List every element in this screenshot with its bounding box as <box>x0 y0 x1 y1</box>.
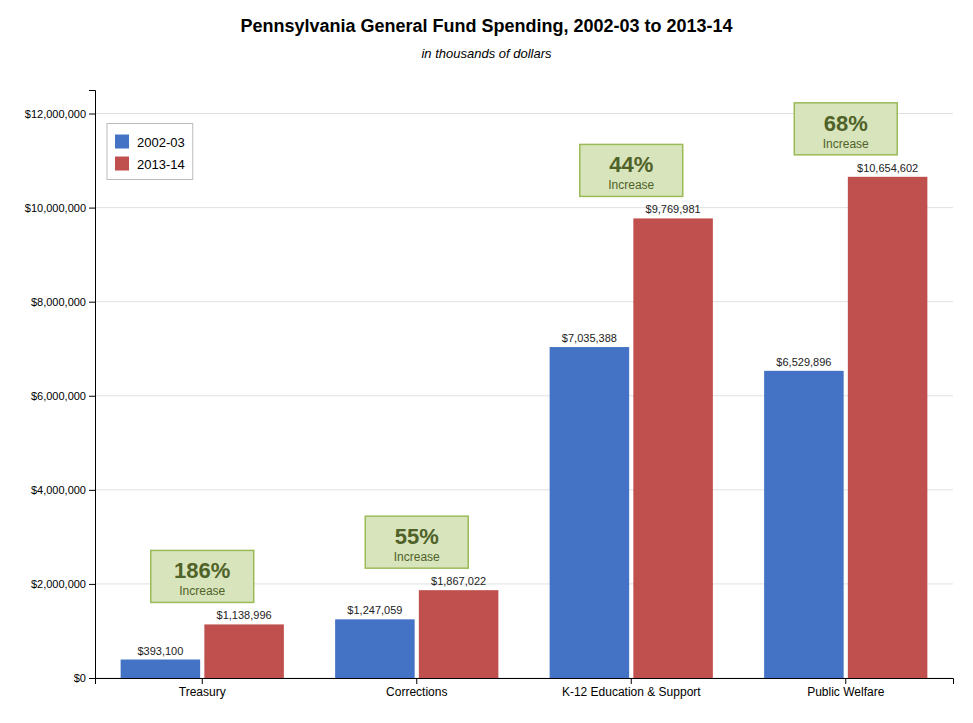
annotation-box <box>365 516 468 568</box>
x-tick-mark <box>631 678 632 684</box>
legend-label: 2002-03 <box>137 135 185 150</box>
y-tick-label: $2,000,000 <box>31 578 86 590</box>
y-tick-mark <box>89 114 95 115</box>
y-tick-label: $8,000,000 <box>31 296 86 308</box>
bar-series <box>204 177 927 678</box>
y-tick-label: $12,000,000 <box>25 108 86 120</box>
legend-frame <box>107 124 193 180</box>
data-label: $393,100 <box>137 645 183 657</box>
data-label: $7,035,388 <box>562 332 617 344</box>
annotation: 55%Increase <box>365 516 468 568</box>
annotation-box <box>580 144 683 196</box>
annotation: 186%Increase <box>151 550 254 602</box>
bar <box>848 177 928 678</box>
data-label: $1,247,059 <box>347 604 402 616</box>
annotation-label: 55% <box>395 524 439 549</box>
x-tick: K-12 Education & Support <box>562 678 701 699</box>
legend-item: 2002-03 <box>115 135 185 150</box>
y-tick-label: $0 <box>74 672 86 684</box>
axis-line <box>89 91 96 679</box>
x-tick-label: K-12 Education & Support <box>562 685 701 699</box>
x-tick: Public Welfare <box>807 678 884 699</box>
annotation-label: 68% <box>824 111 868 136</box>
annotation: 44%Increase <box>580 144 683 196</box>
y-tick: $0 <box>74 672 95 684</box>
y-tick-mark <box>89 678 95 679</box>
data-label: $10,654,602 <box>857 162 918 174</box>
bar <box>550 347 630 678</box>
y-tick: $4,000,000 <box>31 484 95 496</box>
subtitle: in thousands of dollars <box>421 46 552 61</box>
x-tick-mark <box>202 678 203 684</box>
x-tick-label: Treasury <box>179 685 226 699</box>
x-tick-label: Corrections <box>386 685 447 699</box>
annotation-text: Increase <box>608 178 654 192</box>
plot: $0 $2,000,000 $4,000,000 $6,000,000 $8,000,0… <box>25 91 954 699</box>
chart-svg: Pennsylvania General Fund Spending, 2002… <box>0 0 973 723</box>
annotation-text: Increase <box>823 137 869 151</box>
y-tick: $12,000,000 <box>25 108 95 120</box>
y-tick-mark <box>89 208 95 209</box>
y-axis: $0 $2,000,000 $4,000,000 $6,000,000 $8,000,0… <box>25 91 96 685</box>
data-label: $9,769,981 <box>646 203 701 215</box>
y-tick-mark <box>89 584 95 585</box>
annotation-box <box>151 550 254 602</box>
annotation: 68%Increase <box>794 103 897 155</box>
y-tick: $6,000,000 <box>31 390 95 402</box>
legend-swatch <box>115 135 129 149</box>
x-tick-label: Public Welfare <box>807 685 884 699</box>
legend: 2002-03 2013-14 <box>107 124 193 180</box>
annotation-box <box>794 103 897 155</box>
data-label: $1,138,996 <box>217 609 272 621</box>
data-label: $1,867,022 <box>431 575 486 587</box>
legend-label: 2013-14 <box>137 157 185 172</box>
y-tick-mark <box>89 396 95 397</box>
grid <box>95 114 953 678</box>
bars <box>121 177 928 678</box>
y-tick: $10,000,000 <box>25 202 95 214</box>
bar <box>419 590 499 678</box>
legend-item: 2013-14 <box>115 157 185 172</box>
bar <box>335 619 415 678</box>
annotations: 186%Increase55%Increase44%Increase68%Inc… <box>151 103 897 603</box>
bar <box>204 624 284 678</box>
bar-series <box>121 347 844 678</box>
y-tick-label: $6,000,000 <box>31 390 86 402</box>
annotation-text: Increase <box>394 550 440 564</box>
bar <box>764 371 844 678</box>
x-tick-mark <box>845 678 846 684</box>
title: Pennsylvania General Fund Spending, 2002… <box>240 16 732 36</box>
annotation-label: 44% <box>609 152 653 177</box>
y-tick-mark <box>89 490 95 491</box>
data-label: $6,529,896 <box>776 356 831 368</box>
bar <box>121 660 201 678</box>
grid-line <box>95 301 953 302</box>
y-tick: $8,000,000 <box>31 296 95 308</box>
bar <box>633 218 713 678</box>
data-labels: $393,100 $1,247,059 $7,035,388 $6,529,896 $1… <box>137 162 918 657</box>
legend-swatch <box>115 157 129 171</box>
axis-line <box>96 679 954 685</box>
y-tick-label: $10,000,000 <box>25 202 86 214</box>
annotation-label: 186% <box>174 558 230 583</box>
y-tick: $2,000,000 <box>31 578 95 590</box>
x-tick: Corrections <box>386 678 447 699</box>
grid-line <box>95 207 953 208</box>
y-tick-label: $4,000,000 <box>31 484 86 496</box>
y-tick-mark <box>89 302 95 303</box>
x-tick: Treasury <box>179 678 226 699</box>
x-tick-mark <box>416 678 417 684</box>
x-axis: Treasury Corrections K-12 Education & Supp… <box>96 678 954 699</box>
annotation-text: Increase <box>179 584 225 598</box>
